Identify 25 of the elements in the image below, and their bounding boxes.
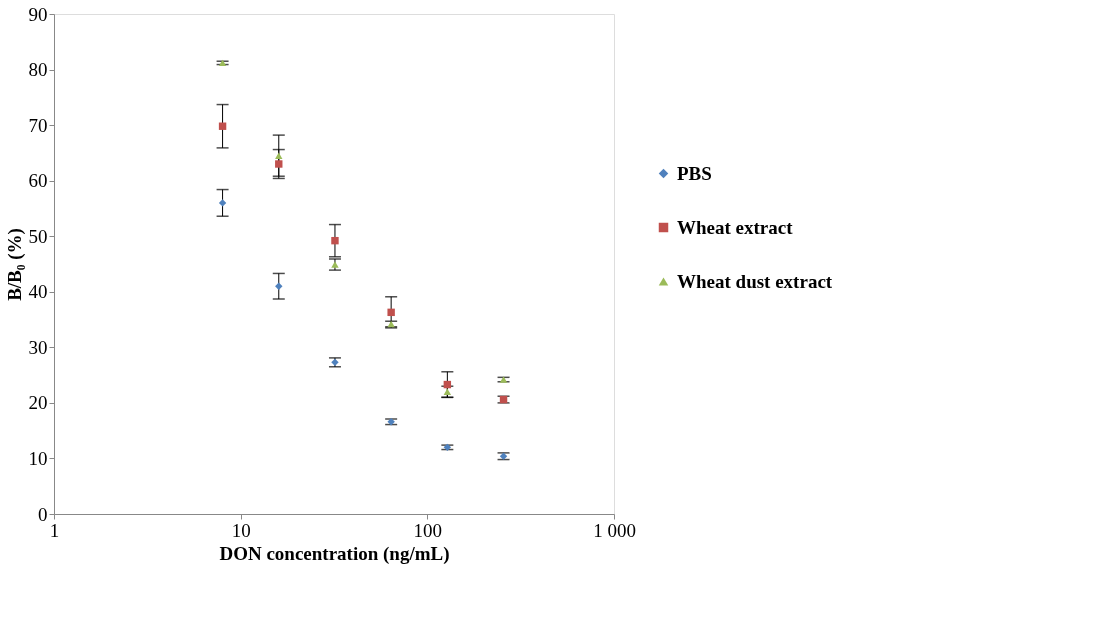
x-tick-label: 10 [231,519,251,541]
x-tick-label: 100 [413,519,443,541]
y-tick-label: 70 [28,114,48,136]
legend-label: Wheat dust extract [677,270,833,292]
y-tick-label: 0 [38,503,48,525]
y-tick-label: 50 [28,225,48,247]
y-tick-label: 30 [28,336,48,358]
legend-label: Wheat extract [677,216,794,238]
point [218,199,227,207]
legend-label: PBS [677,162,712,184]
point [275,152,283,159]
y-tick-label: 60 [28,170,48,192]
y-tick-label: 20 [28,392,48,414]
x-tick-label: 1 000 [593,519,636,541]
y-axis-title: B/B₀ (%) [3,228,26,301]
x-axis-title: DON concentration (ng/mL) [219,542,450,565]
point [387,308,395,317]
point [331,236,339,245]
point [275,282,283,290]
y-tick-label: 40 [28,281,48,303]
y-tick-label: 10 [28,447,48,469]
point [275,160,283,168]
y-tick-label: 80 [28,59,48,81]
x-tick-label: 1 [49,519,60,541]
y-tick-label: 90 [28,3,48,25]
